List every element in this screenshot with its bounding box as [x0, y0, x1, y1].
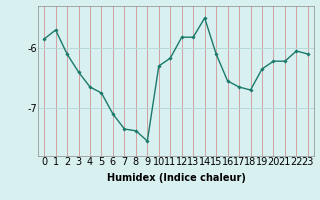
- X-axis label: Humidex (Indice chaleur): Humidex (Indice chaleur): [107, 173, 245, 183]
